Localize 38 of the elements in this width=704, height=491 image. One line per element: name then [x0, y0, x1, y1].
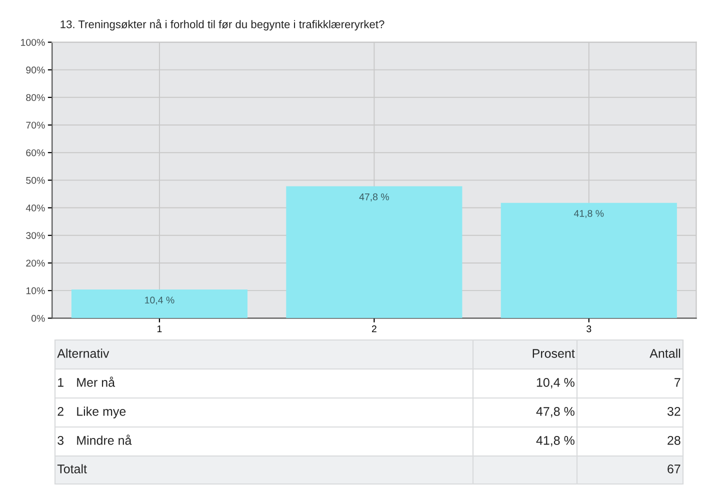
text: 2	[58, 407, 64, 416]
text: Like mye	[77, 406, 126, 418]
y-tick-label: 40%	[26, 204, 45, 212]
text: 10,4 %	[536, 378, 574, 388]
text: 47,8 %	[536, 407, 574, 418]
text: 67	[668, 464, 680, 474]
text: 41,8 %	[536, 436, 574, 446]
y-tick-label: 70%	[26, 122, 45, 129]
y-tick-label: 90%	[26, 66, 45, 74]
bar	[71, 289, 248, 318]
text: 1	[58, 378, 64, 387]
text: 3	[58, 436, 64, 445]
text: 28	[668, 436, 680, 445]
chart-title: 13. Treningsøkter nå i forhold til før du begynte i trafikklæreryrket?	[60, 19, 384, 30]
data-label: 47,8 %	[359, 193, 389, 202]
y-tick-label: 50%	[26, 176, 45, 184]
text: Totalt	[57, 464, 87, 474]
y-tick-label: 60%	[26, 149, 45, 156]
text: Alternativ	[57, 348, 110, 358]
text: 32	[667, 407, 680, 416]
text: Mer nå	[77, 376, 116, 387]
data-label: 41,8 %	[574, 210, 604, 218]
bar	[286, 186, 462, 318]
y-tick-label: 0%	[31, 314, 45, 322]
bar	[500, 202, 677, 318]
y-tick-label: 80%	[26, 94, 45, 102]
x-tick-label: 3	[586, 325, 592, 332]
y-tick-label: 30%	[26, 232, 45, 240]
x-tick-label: 1	[157, 325, 162, 332]
text: Prosent	[532, 349, 575, 358]
text: Mindre nå	[77, 434, 132, 445]
x-tick-label: 2	[372, 325, 376, 332]
y-tick-label: 10%	[26, 287, 45, 294]
y-tick-label: 20%	[26, 260, 45, 267]
text: Antall	[650, 348, 680, 358]
text: 7	[674, 378, 680, 387]
y-tick-label: 100%	[21, 38, 45, 46]
data-label: 10,4 %	[145, 296, 174, 305]
